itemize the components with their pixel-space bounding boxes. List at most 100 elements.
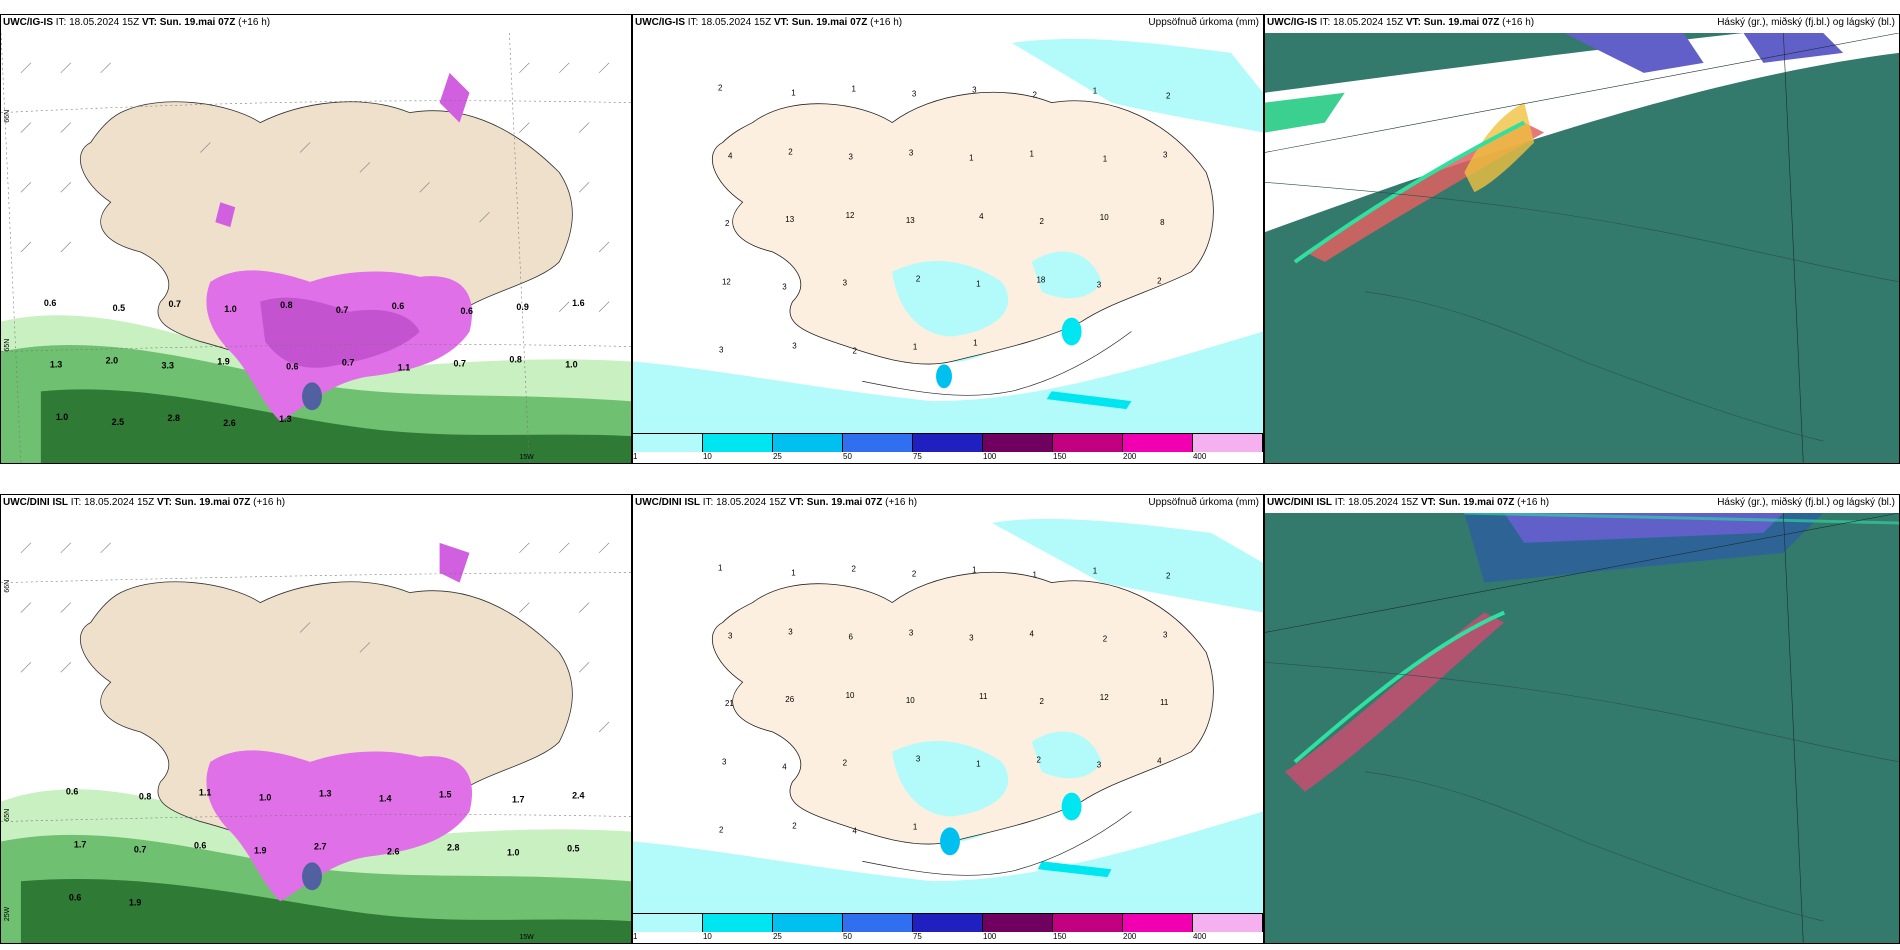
map-value-label: 1.9 (129, 898, 141, 908)
map-value-label: 3 (722, 758, 727, 767)
colorbar-label: 50 (843, 932, 852, 941)
map-value-label: 0.6 (69, 893, 81, 903)
precip-map: 1 1 2 2 1 1 1 2 3 3 6 3 3 4 2 3 21 26 10 10 11 2 12 11 3 4 2 3 1 2 3 4 2… (633, 513, 1263, 913)
colorbar-label: 75 (912, 932, 922, 941)
map-value-label: 8 (1160, 218, 1165, 227)
colorbar-cell (983, 434, 1053, 452)
map-value-label: 0.6 (392, 301, 404, 311)
map-value-label: 3 (1097, 281, 1102, 290)
cloud-map (1265, 33, 1899, 463)
map-value-label: 4 (1157, 757, 1162, 766)
cloud-panel-top: UWC/IG-IS IT: 18.05.2024 15Z VT: Sun. 19… (1264, 14, 1900, 464)
wind-map: 66N 65N 15W 0.6 0.5 0.7 1.0 0.8 0.7 0.6 0.6 0.9 1… (1, 33, 631, 463)
cloud-map-svg (1265, 33, 1899, 463)
precip-panel-top: UWC/IG-IS IT: 18.05.2024 15Z VT: Sun. 19… (632, 14, 1264, 464)
panel-header: UWC/IG-IS IT: 18.05.2024 15Z VT: Sun. 19… (3, 17, 271, 28)
map-value-label: 3 (849, 152, 854, 161)
map-value-label: 10 (846, 691, 855, 700)
map-value-label: 2.8 (167, 413, 179, 423)
colorbar-label: 150 (1053, 932, 1067, 941)
precip-title: Uppsöfnuð úrkoma (mm) (1148, 497, 1259, 508)
colorbar-label: 10 (702, 452, 712, 461)
map-value-label: 3 (782, 283, 787, 292)
map-value-label: 1.0 (56, 412, 68, 422)
map-value-label: 4 (782, 763, 787, 772)
precip-map: 2 1 1 3 3 2 1 2 4 2 3 3 1 1 1 3 2 13 12 13 4 2 10 8 12 3 3 2 1 18 3 2 3 3… (633, 33, 1263, 433)
map-value-label: 1 (1093, 87, 1098, 96)
colorbar: 1 10 25 50 75 100 150 200 400 (633, 913, 1263, 943)
panel-header: UWC/IG-IS IT: 18.05.2024 15Z VT: Sun. 19… (1267, 17, 1535, 28)
map-value-label: 3 (1163, 630, 1168, 639)
map-value-label: 1.3 (50, 359, 62, 369)
map-value-label: 1.0 (224, 304, 236, 314)
colorbar-cell (633, 434, 703, 452)
map-value-label: 13 (906, 216, 915, 225)
cloud-title: Háský (gr.), miðský (fj.bl.) og lágský (… (1717, 497, 1895, 508)
map-value-label: 3.3 (161, 360, 173, 370)
map-value-label: 1.1 (199, 787, 211, 797)
map-value-label: 2.6 (387, 846, 399, 856)
axis-label-65n: 65N (4, 809, 11, 822)
map-value-label: 1 (1103, 154, 1108, 163)
cloud-map (1265, 513, 1899, 943)
map-value-label: 1 (791, 89, 796, 98)
colorbar-label: 75 (912, 452, 922, 461)
map-value-label: 1.0 (259, 792, 271, 802)
map-value-label: 2 (725, 219, 730, 228)
map-value-label: 0.8 (509, 354, 521, 364)
map-value-label: 1 (718, 564, 723, 573)
colorbar-label: 1 (633, 932, 638, 941)
colorbar-cell (1193, 914, 1263, 932)
colorbar-cell (913, 434, 983, 452)
wind-map-svg: 66N 65N 25W 15W 0.6 0.8 1.1 1.0 1.3 1.4 1.5 1.7… (1, 513, 631, 943)
map-value-label: 3 (792, 341, 797, 350)
map-value-label: 2 (1039, 217, 1044, 226)
map-value-label: 0.5 (113, 303, 125, 313)
colorbar-label: 10 (702, 932, 712, 941)
map-value-label: 1.3 (319, 788, 331, 798)
colorbar-label: 50 (843, 452, 852, 461)
colorbar-labels: 1 10 25 50 75 100 150 200 400 (633, 451, 1263, 463)
map-value-label: 2 (912, 570, 917, 579)
panel-header: UWC/DINI ISL IT: 18.05.2024 15Z VT: Sun.… (1267, 497, 1550, 508)
map-value-label: 2 (1166, 92, 1171, 101)
axis-label-25w: 25W (4, 906, 11, 921)
map-value-label: 11 (979, 692, 988, 701)
colorbar: 1 10 25 50 75 100 150 200 400 (633, 433, 1263, 463)
map-value-label: 0.8 (280, 300, 292, 310)
colorbar-cell (703, 914, 773, 932)
colorbar-label: 100 (983, 932, 997, 941)
map-value-label: 2.6 (223, 418, 235, 428)
map-value-label: 2.8 (447, 842, 459, 852)
map-value-label: 2 (1032, 91, 1037, 100)
map-value-label: 2 (719, 825, 724, 834)
map-value-label: 2.0 (106, 355, 118, 365)
precip-title: Uppsöfnuð úrkoma (mm) (1148, 17, 1259, 28)
map-value-label: 2 (916, 275, 921, 284)
map-value-label: 3 (728, 631, 733, 640)
wind-map-svg: 66N 65N 15W 0.6 0.5 0.7 1.0 0.8 0.7 0.6 0.6 0.9 1… (1, 33, 631, 463)
map-value-label: 2 (853, 346, 858, 355)
map-value-label: 2 (788, 147, 793, 156)
map-value-label: 3 (843, 279, 848, 288)
panel-header: UWC/DINI ISL IT: 18.05.2024 15Z VT: Sun.… (635, 497, 918, 508)
map-value-label: 0.6 (194, 840, 206, 850)
map-value-label: 2 (718, 84, 723, 93)
axis-label-66n: 66N (4, 580, 11, 593)
map-value-label: 1 (791, 569, 796, 578)
cloud-map-svg (1265, 513, 1899, 943)
map-value-label: 1 (913, 342, 918, 351)
colorbar-label: 25 (772, 452, 782, 461)
map-value-label: 1.6 (572, 298, 584, 308)
map-value-label: 4 (728, 151, 733, 160)
map-value-label: 0.6 (286, 361, 298, 371)
map-value-label: 1.9 (217, 356, 229, 366)
map-value-label: 4 (979, 212, 984, 221)
map-value-label: 1 (972, 566, 977, 575)
colorbar-labels: 1 10 25 50 75 100 150 200 400 (633, 931, 1263, 943)
map-value-label: 13 (785, 215, 794, 224)
colorbar-cell (1193, 434, 1263, 452)
map-value-label: 0.7 (134, 844, 146, 854)
